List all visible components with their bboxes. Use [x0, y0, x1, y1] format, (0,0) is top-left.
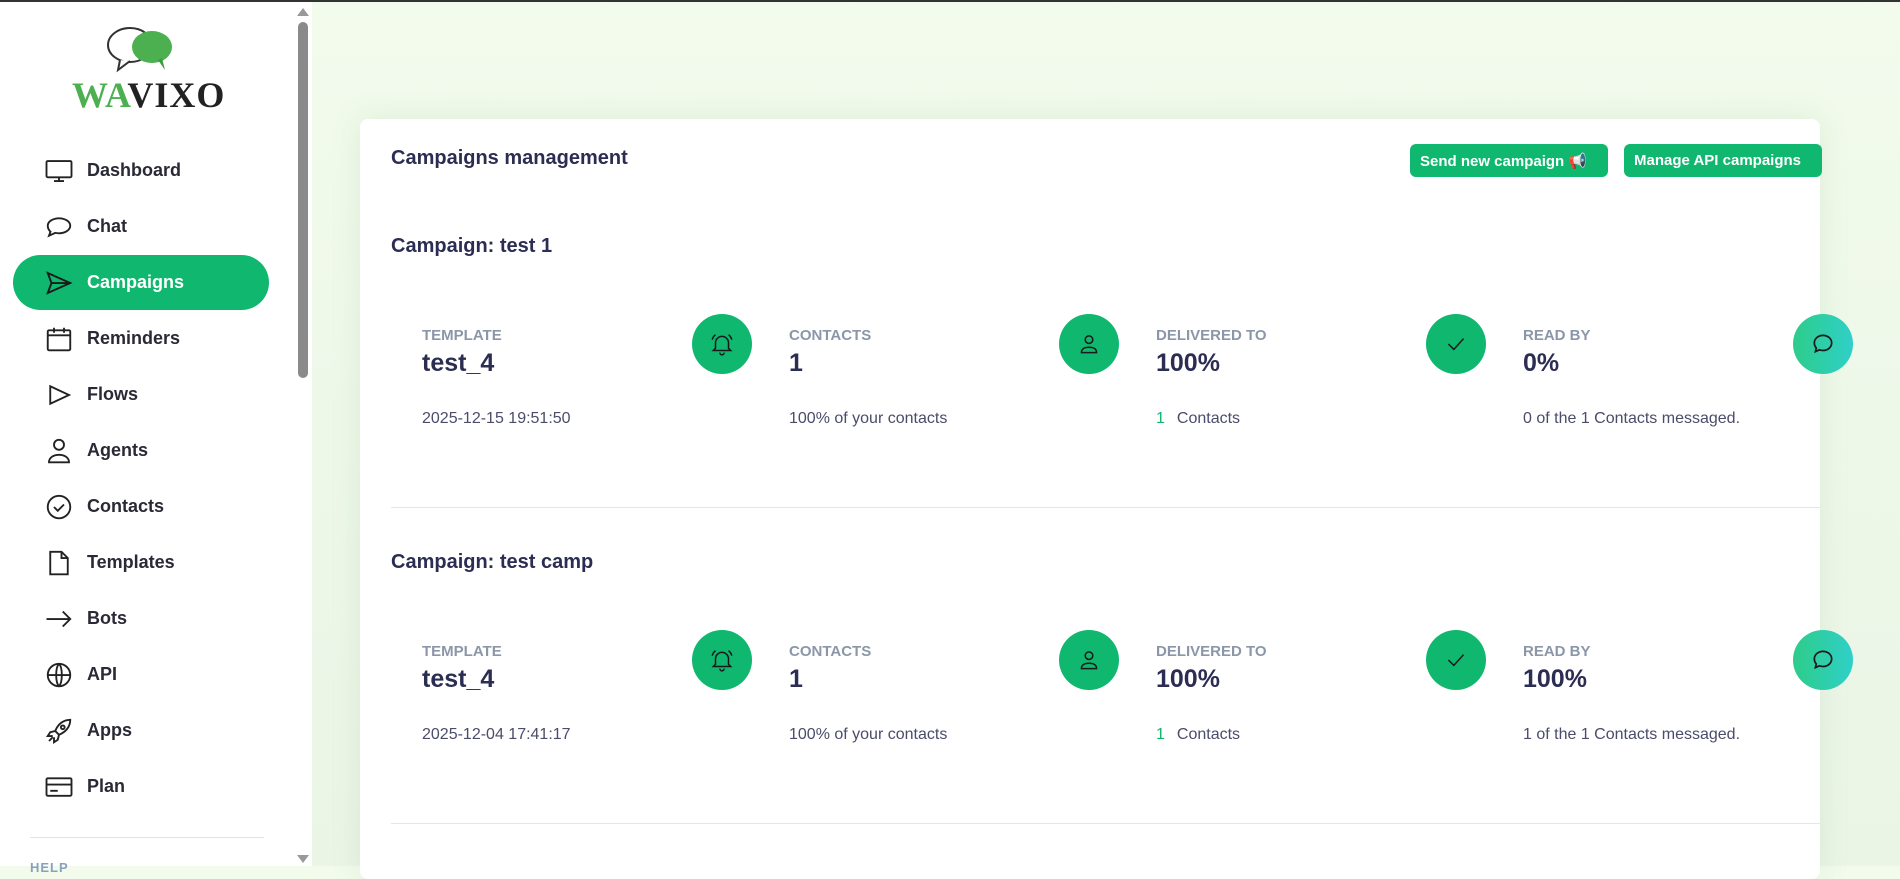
sidebar-item-contacts[interactable]: Contacts [13, 479, 269, 534]
stat-contacts: CONTACTS 1 100% of your contacts [789, 630, 1139, 763]
sidebar: WAVIXO Dashboard Chat Campaigns Reminder… [0, 2, 312, 875]
stat-sub: 100% of your contacts [789, 726, 948, 743]
stat-template: TEMPLATE test_4 2025-12-04 17:41:17 [422, 630, 772, 763]
sidebar-item-label: Agents [87, 440, 149, 460]
stat-label: CONTACTS [789, 327, 872, 344]
monitor-icon [45, 159, 73, 182]
stat-label: READ BY [1523, 643, 1591, 660]
stat-sub: 1 of the 1 Contacts messaged. [1523, 726, 1741, 743]
sidebar-item-dashboard[interactable]: Dashboard [13, 143, 269, 198]
stat-sub: 0 of the 1 Contacts messaged. [1523, 410, 1741, 427]
campaign-title: Campaign: test 1 [391, 235, 553, 257]
sidebar-item-label: Templates [87, 552, 175, 572]
stat-label: DELIVERED TO [1156, 643, 1267, 660]
sidebar-item-label: Plan [87, 776, 126, 796]
stat-value: 100% [1523, 665, 1587, 693]
sidebar-item-campaigns[interactable]: Campaigns [13, 255, 269, 310]
user-icon [48, 438, 70, 463]
scroll-up-icon[interactable] [297, 8, 309, 16]
stat-value: test_4 [422, 665, 495, 693]
stat-sub: 2025-12-15 19:51:50 [422, 410, 571, 427]
sidebar-divider [30, 837, 264, 838]
campaign-title: Campaign: test camp [391, 551, 594, 573]
page-title: Campaigns management [391, 147, 628, 169]
calendar-icon [46, 327, 72, 351]
sidebar-item-api[interactable]: API [13, 647, 269, 702]
stat-read: READ BY 0% 0 of the 1 Contacts messaged. [1523, 314, 1873, 447]
sidebar-item-chat[interactable]: Chat [13, 199, 269, 254]
rocket-icon [45, 718, 72, 744]
stat-sub: 2025-12-04 17:41:17 [422, 726, 571, 743]
sidebar-item-label: Apps [87, 720, 132, 740]
section-heading-help: HELP [30, 860, 69, 875]
sidebar-item-bots[interactable]: Bots [13, 591, 269, 646]
user-icon [1059, 314, 1119, 374]
sidebar-item-label: Campaigns [87, 272, 185, 292]
bell-icon [692, 314, 752, 374]
sidebar-item-apps[interactable]: Apps [13, 703, 269, 758]
stat-label: TEMPLATE [422, 643, 502, 660]
delivered-unit: Contacts [1176, 410, 1241, 427]
stat-delivered: DELIVERED TO 100% 1 Contacts [1156, 630, 1506, 763]
sidebar-item-templates[interactable]: Templates [13, 535, 269, 590]
stat-contacts: CONTACTS 1 100% of your contacts [789, 314, 1139, 447]
sidebar-item-label: Bots [87, 608, 127, 628]
delivered-count: 1 [1156, 726, 1165, 743]
stat-read: READ BY 100% 1 of the 1 Contacts message… [1523, 630, 1873, 763]
sidebar-item-label: Dashboard [87, 160, 182, 180]
delivered-unit: Contacts [1176, 726, 1241, 743]
sidebar-item-reminders[interactable]: Reminders [13, 311, 269, 366]
logo-text: WAVIXO [72, 75, 226, 115]
check-icon [1426, 630, 1486, 690]
delivered-count: 1 [1156, 410, 1165, 427]
window-top-border [0, 0, 1900, 2]
stat-delivered: DELIVERED TO 100% 1 Contacts [1156, 314, 1506, 447]
logo-icon [107, 27, 172, 73]
sidebar-item-plan[interactable]: Plan [13, 759, 269, 814]
globe-icon [46, 662, 72, 687]
sidebar-item-label: Chat [87, 216, 127, 236]
scroll-down-icon[interactable] [297, 855, 309, 863]
bell-icon [692, 630, 752, 690]
credit-card-icon [45, 776, 73, 797]
manage-api-campaigns-button[interactable]: Manage API campaigns [1624, 144, 1822, 177]
chat-bubble-icon [46, 216, 72, 238]
document-icon [49, 550, 69, 575]
arrow-right-icon [46, 610, 72, 627]
chat-bubble-icon [1793, 314, 1853, 374]
stat-sub: 100% of your contacts [789, 410, 948, 427]
sidebar-item-label: Reminders [87, 328, 181, 348]
scrollbar-thumb[interactable] [298, 22, 308, 378]
stat-label: DELIVERED TO [1156, 327, 1267, 344]
send-new-campaign-button[interactable]: Send new campaign 📢 [1410, 144, 1608, 177]
sidebar-item-label: Contacts [87, 496, 165, 516]
stat-value: 0% [1523, 349, 1560, 377]
badge-check-icon [46, 494, 72, 519]
play-icon [49, 384, 72, 405]
stat-sub: 1 Contacts [1156, 726, 1240, 744]
chat-bubble-icon [1793, 630, 1853, 690]
sidebar-item-flows[interactable]: Flows [13, 367, 269, 422]
check-icon [1426, 314, 1486, 374]
sidebar-item-label: Flows [87, 384, 139, 404]
sidebar-item-agents[interactable]: Agents [13, 423, 269, 478]
user-icon [1059, 630, 1119, 690]
stat-value: 1 [789, 349, 803, 377]
send-icon [46, 270, 73, 295]
stat-label: CONTACTS [789, 643, 872, 660]
stat-sub: 1 Contacts [1156, 410, 1240, 428]
stat-label: READ BY [1523, 327, 1591, 344]
stat-value: 100% [1156, 349, 1220, 377]
stat-template: TEMPLATE test_4 2025-12-15 19:51:50 [422, 314, 772, 447]
campaign-divider [391, 823, 1821, 824]
stat-value: 1 [789, 665, 803, 693]
stat-value: test_4 [422, 349, 495, 377]
stat-label: TEMPLATE [422, 327, 502, 344]
stat-value: 100% [1156, 665, 1220, 693]
campaigns-card: Campaigns management Send new campaign 📢… [360, 119, 1853, 879]
campaign-divider [391, 507, 1821, 508]
sidebar-item-label: API [87, 664, 118, 684]
